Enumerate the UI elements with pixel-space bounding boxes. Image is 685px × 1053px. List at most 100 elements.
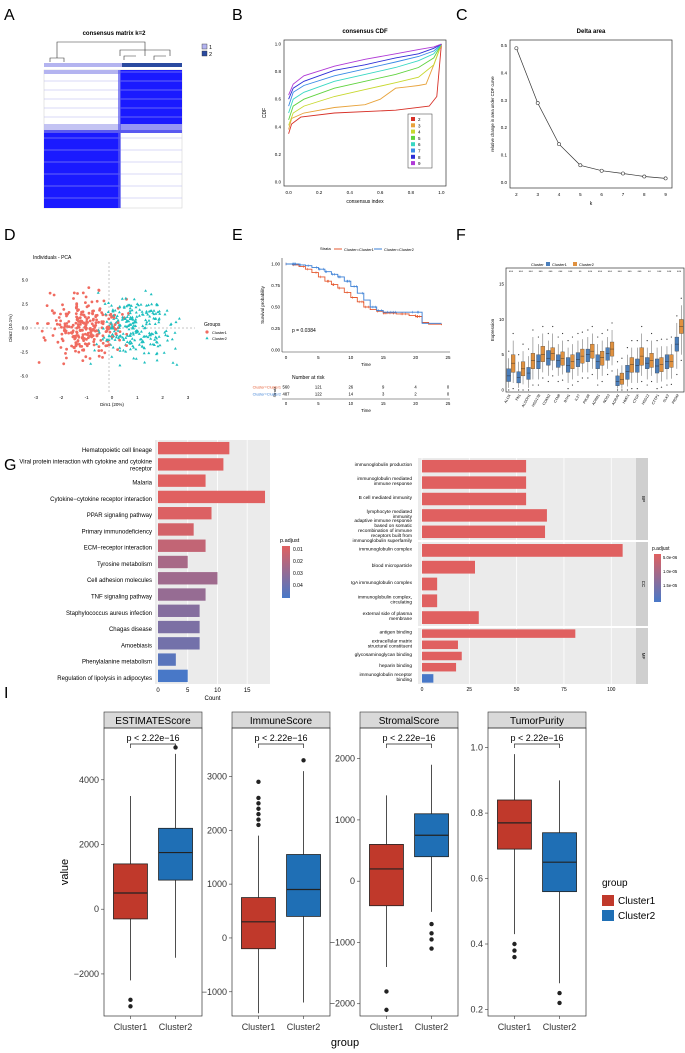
bar <box>422 560 475 574</box>
class-bar-1 <box>44 63 122 67</box>
x-tick-label: HSD17B <box>531 393 542 408</box>
pca-point-cluster2 <box>148 333 152 337</box>
risk-x-tick: 5 <box>317 401 320 406</box>
legend-label-9: 9 <box>418 161 421 166</box>
box-outlier <box>571 384 574 386</box>
pca-point-cluster2 <box>142 351 146 355</box>
y-tick-label: 0 <box>94 904 99 914</box>
pca-point-cluster1 <box>62 308 66 311</box>
pca-point-cluster2 <box>110 336 114 340</box>
box-c1 <box>526 367 531 380</box>
heatmap-band <box>44 70 120 74</box>
risk-row-name: Cluster=Cluster2 <box>253 393 281 397</box>
y-tick-label: 0.0 <box>501 180 508 185</box>
category-label: heparin binding <box>379 663 412 669</box>
pca-point-cluster2 <box>135 315 139 318</box>
x-tick-label: 100 <box>607 687 616 693</box>
box-outlier <box>656 339 658 342</box>
box-outlier <box>581 377 583 379</box>
pca-point-cluster2 <box>151 342 155 346</box>
pca-point-cluster1 <box>95 334 99 338</box>
pca-point-cluster1 <box>42 336 46 339</box>
x-tick-label: 3 <box>187 395 190 400</box>
pca-point-cluster2 <box>131 331 135 334</box>
pca-point-cluster1 <box>53 327 57 331</box>
box-c1 <box>241 897 276 950</box>
delta-point <box>642 174 647 179</box>
y-tick-label: 2.5 <box>22 302 29 307</box>
pca-point-cluster2 <box>157 335 161 338</box>
pca-point-cluster2 <box>112 329 116 333</box>
pca-point-cluster2 <box>124 350 128 353</box>
box-outlier <box>587 329 589 331</box>
pca-point-cluster1 <box>60 337 64 341</box>
pca-point-cluster1 <box>100 311 104 314</box>
pca-point-cluster2 <box>104 312 108 316</box>
p-value: p < 2.22e−16 <box>510 733 563 743</box>
pca-point-cluster1 <box>84 322 88 326</box>
y-axis-label: Dim2 (10.1%) <box>8 314 13 342</box>
pca-point-cluster1 <box>92 324 95 328</box>
box-outlier <box>256 795 261 801</box>
x-tick-label: Cluster2 <box>287 1022 321 1032</box>
x-tick-label: ALOX <box>504 393 513 404</box>
pca-point-cluster1 <box>74 312 78 315</box>
facet-0: ESTIMATEScore −2000 0 2000 4000 Cluster1 Clust… <box>74 711 203 1032</box>
category-label: antigen binding <box>379 630 412 636</box>
pca-point-cluster2 <box>121 332 125 335</box>
box-c2 <box>550 347 555 361</box>
box-outlier <box>666 384 668 386</box>
pca-point-cluster1 <box>71 323 75 327</box>
box-outlier <box>621 357 623 359</box>
facet-1: ImmuneScore −1000 0 1000 2000 3000 Cluster1 Clu… <box>202 711 331 1032</box>
pca-point-cluster1 <box>70 344 73 348</box>
category-label: Malaria <box>132 481 152 487</box>
bar <box>158 669 188 683</box>
pca-point-cluster2 <box>124 336 128 339</box>
category-label: Hematopoietic cell lineage <box>82 448 153 454</box>
pca-point-cluster1 <box>114 332 118 336</box>
box-outlier <box>577 380 579 383</box>
delta-point <box>663 176 668 181</box>
pca-point-cluster2 <box>106 338 110 341</box>
box-c1 <box>585 348 590 362</box>
pca-point-cluster1 <box>45 304 49 307</box>
pca-point-cluster2 <box>164 329 168 332</box>
box-outlier <box>680 359 682 361</box>
pca-point-cluster2 <box>165 309 169 312</box>
y-axis-label: value <box>59 859 71 885</box>
box-outlier <box>512 941 517 947</box>
pca-point-cluster2 <box>118 349 122 352</box>
pca-point-cluster1 <box>52 311 56 315</box>
pca-point-cluster2 <box>137 303 140 307</box>
legend-label-5: 5 <box>418 136 421 141</box>
pca-point-cluster1 <box>81 359 85 362</box>
pca-point-cluster2 <box>102 336 106 339</box>
bar <box>422 525 546 539</box>
bar <box>158 490 266 504</box>
pca-point-cluster2 <box>158 312 162 315</box>
y-tick-label: 0.2 <box>275 152 282 157</box>
y-tick-label: 1000 <box>335 815 355 825</box>
box-outlier <box>429 931 434 936</box>
panel-c: Delta area 2 3 4 5 6 7 8 9 0.0 0.1 0.2 0.3 0.4 0.5 k rel… <box>490 29 673 207</box>
box-outlier <box>676 373 678 376</box>
plot-frame <box>231 727 331 1017</box>
facet-title: ESTIMATEScore <box>115 716 191 727</box>
pca-point-cluster1 <box>116 348 119 351</box>
x-axis-label: consensus index <box>346 199 384 205</box>
pca-point-cluster1 <box>82 348 86 352</box>
pca-point-cluster1 <box>107 343 111 347</box>
legend-label-3: 3 <box>418 123 421 128</box>
pca-point-cluster1 <box>66 312 69 316</box>
y-tick-label: 0.0 <box>275 179 282 184</box>
pca-point-cluster1 <box>92 340 96 343</box>
significance-mark: *** <box>657 270 662 274</box>
pca-point-cluster2 <box>125 325 129 328</box>
pca-point-cluster1 <box>113 323 117 326</box>
y-tick-label: 4000 <box>79 775 99 785</box>
cluster1-block <box>44 132 120 208</box>
facet-strip <box>636 628 648 684</box>
x-tick-label: HMC1 <box>622 394 631 405</box>
